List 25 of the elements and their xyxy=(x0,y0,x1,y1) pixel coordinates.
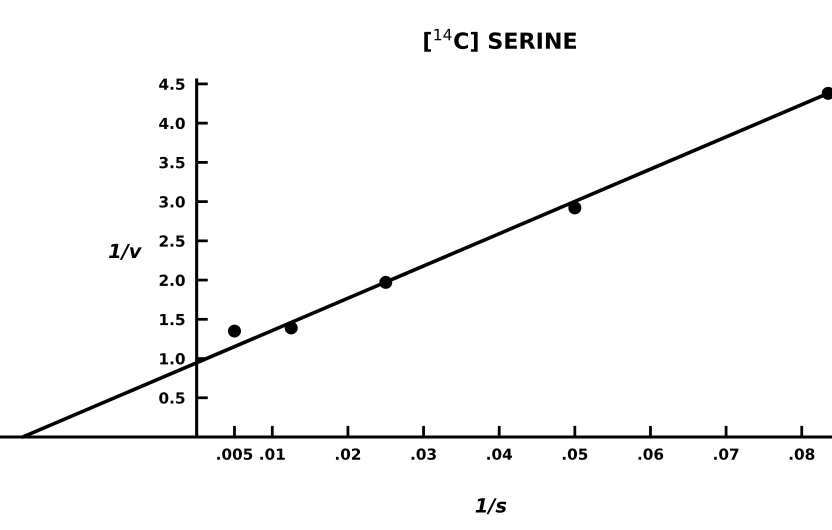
y-tick-label: 3.0 xyxy=(160,196,185,208)
x-tick-label: .06 xyxy=(638,448,664,460)
x-tick-label: .01 xyxy=(260,448,285,460)
y-tick-label: 1.0 xyxy=(160,353,185,365)
x-tick-label: .05 xyxy=(562,448,588,460)
y-tick-label: 4.0 xyxy=(159,118,185,130)
y-tick-label: 2.5 xyxy=(160,235,184,247)
point xyxy=(568,201,582,214)
x-axis-title: 1/s xyxy=(476,498,506,514)
x-tick-label: .04 xyxy=(487,448,512,460)
x-tick-label: .005 xyxy=(217,448,252,460)
y-tick-label: 4.5 xyxy=(159,78,184,90)
y-axis-title: 1/v xyxy=(108,244,142,260)
chart-title: [$^{14}$C] SERINE xyxy=(424,28,576,52)
y-tick-label: 1.5 xyxy=(160,314,184,326)
point xyxy=(228,324,241,338)
point xyxy=(379,276,392,289)
y-tick-label: 0.5 xyxy=(159,392,184,404)
x-tick-label: .07 xyxy=(714,448,738,460)
x-tick-label: .02 xyxy=(336,448,360,460)
x-tick-label: .03 xyxy=(412,448,436,460)
x-tick-label: .08 xyxy=(790,448,814,460)
y-tick-label: 3.5 xyxy=(160,156,184,168)
point xyxy=(284,321,298,334)
y-tick-label: 2.0 xyxy=(160,274,185,286)
